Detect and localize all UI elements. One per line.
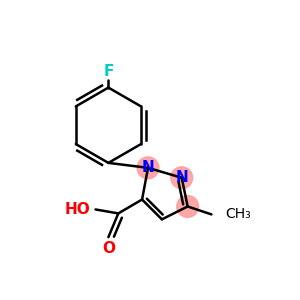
- Text: F: F: [103, 64, 114, 79]
- Text: HO: HO: [65, 202, 91, 217]
- Text: O: O: [102, 241, 115, 256]
- Text: N: N: [175, 170, 188, 185]
- Circle shape: [171, 167, 193, 189]
- Circle shape: [137, 157, 159, 179]
- Text: CH₃: CH₃: [225, 207, 251, 221]
- Circle shape: [177, 196, 199, 217]
- Text: N: N: [142, 160, 154, 175]
